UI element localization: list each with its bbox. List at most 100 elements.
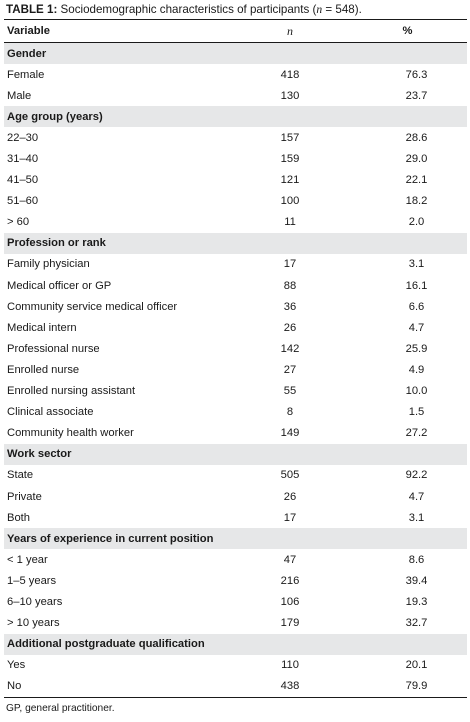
row-percent: 28.6 — [405, 131, 428, 144]
table-row: 51–60 100 18.2 — [4, 191, 467, 212]
table-row: 6–10 years 106 19.3 — [4, 591, 467, 612]
group-title: Work sector — [4, 443, 467, 465]
caption-text-after: = 548). — [322, 3, 362, 16]
row-label: < 1 year — [7, 553, 48, 566]
row-percent: 3.1 — [408, 511, 425, 524]
group-row: Gender — [4, 42, 467, 65]
row-n: 121 — [280, 174, 300, 187]
table-row: Medical intern 26 4.7 — [4, 317, 467, 338]
row-n: 47 — [283, 553, 297, 566]
table-row: Medical officer or GP 88 16.1 — [4, 275, 467, 296]
row-n: 55 — [283, 385, 297, 398]
group-title: Profession or rank — [4, 232, 467, 254]
row-percent: 92.2 — [405, 469, 428, 482]
row-percent: 32.7 — [405, 617, 428, 630]
row-n: 26 — [283, 321, 297, 334]
row-percent: 2.0 — [408, 216, 425, 229]
table-row: Clinical associate 8 1.5 — [4, 402, 467, 423]
row-label: Both — [7, 511, 31, 524]
table-caption: TABLE 1: Sociodemographic characteristic… — [6, 2, 362, 18]
row-n: 17 — [283, 511, 297, 524]
header-variable: Variable — [4, 19, 232, 43]
table-row: > 10 years 179 32.7 — [4, 613, 467, 634]
group-row: Work sector — [4, 443, 467, 465]
row-n: 8 — [286, 406, 294, 419]
row-percent: 79.9 — [405, 680, 428, 693]
table-row: > 60 11 2.0 — [4, 212, 467, 233]
row-n: 418 — [280, 68, 300, 81]
row-n: 17 — [283, 258, 297, 271]
row-percent: 4.7 — [408, 490, 425, 503]
row-label: Private — [7, 490, 42, 503]
row-n: 179 — [280, 617, 300, 630]
row-label: Community service medical officer — [7, 300, 178, 313]
row-percent: 3.1 — [408, 258, 425, 271]
row-label: Enrolled nursing assistant — [7, 385, 136, 398]
row-n: 100 — [280, 195, 300, 208]
row-percent: 29.0 — [405, 153, 428, 166]
row-percent: 76.3 — [405, 68, 428, 81]
row-percent: 8.6 — [408, 553, 425, 566]
row-n: 106 — [280, 595, 300, 608]
row-label: State — [7, 469, 34, 482]
table-row: 31–40 159 29.0 — [4, 148, 467, 169]
group-row: Age group (years) — [4, 106, 467, 128]
row-percent: 27.2 — [405, 427, 428, 440]
row-label: Clinical associate — [7, 406, 94, 419]
table-row: Community health worker 149 27.2 — [4, 423, 467, 444]
row-n: 88 — [283, 279, 297, 292]
table-row: 22–30 157 28.6 — [4, 127, 467, 148]
table-row: Both 17 3.1 — [4, 507, 467, 528]
row-n: 505 — [280, 469, 300, 482]
row-label: 22–30 — [7, 131, 39, 144]
row-label: Female — [7, 68, 45, 81]
row-n: 159 — [280, 153, 300, 166]
row-n: 130 — [280, 89, 300, 102]
row-label: Enrolled nurse — [7, 363, 80, 376]
table-row: State 505 92.2 — [4, 465, 467, 486]
table-row: Professional nurse 142 25.9 — [4, 338, 467, 359]
header-row: Variable n % — [4, 19, 467, 43]
sociodemographic-table: Variable n % Gender Female 418 76.3 Male 130 2… — [4, 19, 467, 698]
row-percent: 22.1 — [405, 174, 428, 187]
group-title: Age group (years) — [4, 106, 467, 128]
table-row: 1–5 years 216 39.4 — [4, 570, 467, 591]
row-percent: 20.1 — [405, 659, 428, 672]
table-row: Enrolled nurse 27 4.9 — [4, 359, 467, 380]
row-percent: 19.3 — [405, 595, 428, 608]
table-body: Gender Female 418 76.3 Male 130 23.7 Age group … — [4, 42, 467, 698]
row-n: 142 — [280, 342, 300, 355]
row-label: Medical intern — [7, 321, 77, 334]
row-n: 110 — [281, 659, 299, 672]
row-n: 26 — [283, 490, 297, 503]
row-percent: 39.4 — [405, 574, 428, 587]
header-n-symbol: n — [287, 23, 293, 38]
table-row: No 438 79.9 — [4, 676, 467, 698]
row-n: 216 — [280, 574, 300, 587]
table-row: 41–50 121 22.1 — [4, 170, 467, 191]
row-percent: 4.7 — [408, 321, 425, 334]
row-label: > 60 — [7, 216, 30, 229]
row-n: 36 — [283, 300, 297, 313]
row-label: 31–40 — [7, 153, 39, 166]
row-label: Male — [7, 89, 32, 102]
caption-n-symbol: n — [316, 3, 323, 16]
row-label: > 10 years — [7, 617, 60, 630]
row-percent: 10.0 — [405, 385, 428, 398]
group-title: Years of experience in current position — [4, 528, 467, 550]
row-n: 27 — [283, 363, 297, 376]
row-percent: 1.5 — [408, 406, 425, 419]
table-row: Family physician 17 3.1 — [4, 254, 467, 275]
group-title: Gender — [4, 42, 467, 65]
row-n: 149 — [280, 427, 300, 440]
table-row: Male 130 23.7 — [4, 85, 467, 106]
table-row: < 1 year 47 8.6 — [4, 549, 467, 570]
row-n: 157 — [280, 131, 300, 144]
row-label: Professional nurse — [7, 342, 100, 355]
group-row: Years of experience in current position — [4, 528, 467, 550]
caption-text-before: Sociodemographic characteristics of part… — [57, 3, 317, 16]
row-percent: 25.9 — [405, 342, 428, 355]
row-percent: 18.2 — [405, 195, 428, 208]
row-label: Community health worker — [7, 427, 134, 440]
